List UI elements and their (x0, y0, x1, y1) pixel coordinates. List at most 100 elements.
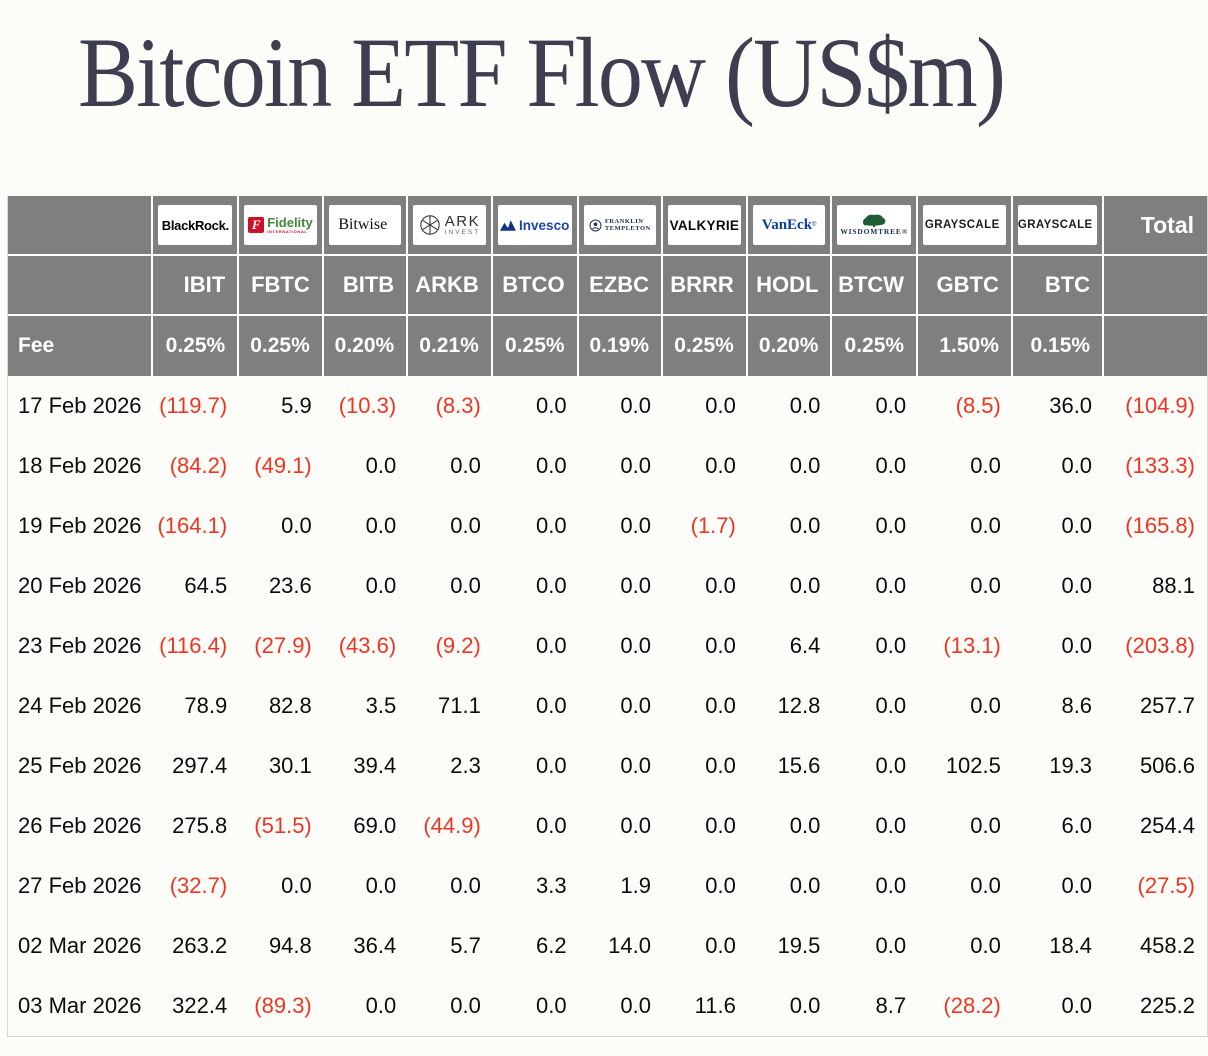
row-total: (104.9) (1125, 393, 1195, 418)
fee-btco: 0.25% (492, 316, 579, 376)
vaneck-reg-mark: ® (812, 222, 817, 228)
flow-value: 0.0 (705, 453, 736, 478)
flow-value: 0.0 (705, 393, 736, 418)
flow-value: 1.9 (620, 873, 651, 898)
flow-value: 0.0 (620, 513, 651, 538)
flow-value: 0.0 (620, 633, 651, 658)
flow-value: (8.5) (955, 393, 1001, 418)
flow-value: 0.0 (620, 993, 651, 1018)
flow-value: 0.0 (789, 873, 821, 898)
bitwise-wordmark: Bitwise (338, 216, 388, 233)
total-column-header: Total (1104, 196, 1207, 256)
flow-value: 64.5 (184, 573, 228, 598)
flow-value: (28.2) (943, 993, 1001, 1018)
flow-value: (116.4) (159, 633, 228, 658)
flow-value: 0.0 (875, 393, 907, 418)
fidelity-wordmark: Fidelity (267, 215, 313, 230)
grayscale-reg-mark: ® (999, 222, 1005, 228)
flow-value: (27.9) (254, 633, 312, 658)
flow-value: 0.0 (705, 633, 736, 658)
flow-value: 3.5 (365, 693, 397, 718)
flow-value: 263.2 (172, 933, 228, 958)
flow-value: 0.0 (1061, 633, 1093, 658)
grayscale-wordmark: GRAYSCALE (924, 219, 1000, 231)
fee-label: Fee (8, 316, 154, 376)
row-date: 23 Feb 2026 (18, 633, 142, 658)
flow-value: 0.0 (450, 513, 481, 538)
row-date: 03 Mar 2026 (18, 993, 142, 1018)
flow-value: 0.0 (875, 633, 907, 658)
row-date: 17 Feb 2026 (18, 393, 142, 418)
flow-value: 0.0 (705, 813, 736, 838)
flow-value: 78.9 (184, 693, 228, 718)
flow-value: 0.0 (365, 873, 397, 898)
ticker-arkb: ARKB (408, 256, 493, 316)
flow-value: 0.0 (535, 393, 567, 418)
fee-gbtc: 1.50% (918, 316, 1013, 376)
flow-value: 39.4 (353, 753, 397, 778)
ticker-gbtc: GBTC (918, 256, 1013, 316)
flow-value: 275.8 (172, 813, 228, 838)
flow-value: 0.0 (450, 873, 481, 898)
flow-value: (119.7) (159, 393, 228, 418)
flow-value: 0.0 (1061, 453, 1093, 478)
flow-value: 0.0 (620, 453, 651, 478)
ark-globe-icon (420, 215, 440, 235)
grayscale-logo: GRAYSCALE ® (1017, 205, 1098, 245)
flow-value: 3.3 (535, 873, 567, 898)
ticker-hodl: HODL (747, 256, 833, 316)
ticker-btc: BTC (1012, 256, 1105, 316)
flow-value: 0.0 (705, 873, 736, 898)
flow-value: 0.0 (970, 513, 1001, 538)
flow-value: 0.0 (535, 453, 567, 478)
issuer-cell-fidelity: F Fidelity INTERNATIONAL (239, 196, 324, 256)
flow-value: 0.0 (1061, 873, 1093, 898)
flow-value: 0.0 (620, 573, 651, 598)
invesco-mountain-icon (500, 220, 517, 231)
flow-value: 0.0 (535, 813, 567, 838)
flow-value: (84.2) (169, 453, 228, 478)
flow-value: 0.0 (535, 993, 567, 1018)
ticker-empty-cell (8, 256, 154, 316)
flow-value: 0.0 (970, 813, 1001, 838)
flow-value: 0.0 (365, 993, 397, 1018)
issuer-cell-valkyrie: VALKYRIE (663, 196, 748, 256)
fidelity-logo: F Fidelity INTERNATIONAL (244, 205, 317, 245)
bitwise-logo: Bitwise ® (328, 205, 402, 245)
flow-value: 0.0 (281, 513, 312, 538)
flow-value: 0.0 (875, 813, 907, 838)
flow-value: 0.0 (789, 993, 821, 1018)
flow-value: 14.0 (608, 933, 651, 958)
flow-value: 0.0 (705, 573, 736, 598)
flow-value: 0.0 (705, 933, 736, 958)
flow-value: 15.6 (777, 753, 821, 778)
flow-value: 0.0 (705, 693, 736, 718)
fidelity-international-label: INTERNATIONAL (267, 229, 308, 234)
flow-value: 82.8 (268, 693, 312, 718)
table-row: 19 Feb 2026 (164.1) 0.0 0.0 0.0 0.0 0.0 (1.7) 0.… (8, 496, 1207, 556)
wisdomtree-wordmark: WISDOMTREE® (840, 227, 909, 236)
flow-value: 0.0 (789, 813, 821, 838)
flow-value: 102.5 (945, 753, 1001, 778)
invesco-wordmark: Invesco (519, 217, 570, 233)
fee-arkb: 0.21% (408, 316, 493, 376)
ark-invest-label: INVEST (444, 228, 481, 236)
table-body: 17 Feb 2026 (119.7) 5.9 (10.3) (8.3) 0.0 0.0 0.… (8, 376, 1207, 1036)
flow-value: 94.8 (268, 933, 312, 958)
flow-value: 0.0 (705, 753, 736, 778)
flow-value: 5.9 (281, 393, 312, 418)
row-total: (27.5) (1137, 873, 1195, 898)
table-row: 24 Feb 2026 78.9 82.8 3.5 71.1 0.0 0.0 0.0 12.8 0… (8, 676, 1207, 736)
flow-value: 0.0 (450, 993, 481, 1018)
grayscale-logo: GRAYSCALE ® (923, 205, 1006, 245)
fee-ibit: 0.25% (153, 316, 240, 376)
flow-value: 0.0 (875, 933, 907, 958)
flow-value: 12.8 (777, 693, 821, 718)
flow-value: (164.1) (157, 513, 228, 538)
flow-value: 71.1 (437, 693, 481, 718)
flow-value: 0.0 (875, 573, 907, 598)
page-title: Bitcoin ETF Flow (US$m) (78, 17, 1006, 128)
flow-value: 0.0 (875, 513, 907, 538)
row-date: 18 Feb 2026 (18, 453, 142, 478)
flow-value: 23.6 (268, 573, 312, 598)
